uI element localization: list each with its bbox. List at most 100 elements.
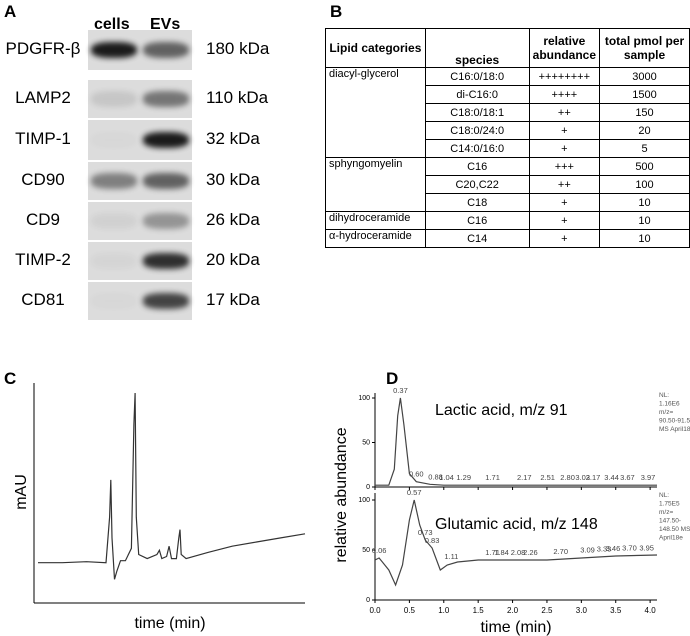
trace-info: m/z=	[659, 409, 673, 416]
protein-label: TIMP-1	[15, 129, 71, 148]
header-cell: relative abundance	[528, 28, 601, 68]
size-label: 30 kDa	[206, 170, 260, 189]
table-cell: 10	[599, 211, 690, 230]
peak-label: 3.17	[586, 473, 601, 482]
table-cell: C18	[424, 193, 530, 212]
table-cell: +	[528, 193, 601, 212]
lipid-table: Lipid categories species relative abundanc…	[325, 28, 690, 248]
blot-strip	[88, 282, 192, 320]
table-cell: +	[528, 211, 601, 230]
peak-label: 1.29	[456, 473, 471, 482]
category-cell: diacyl-glycerol	[325, 67, 426, 158]
table-cell: +	[528, 121, 601, 140]
peak-label: 0.83	[425, 536, 440, 545]
table-cell: ++	[528, 103, 601, 122]
band	[143, 253, 189, 269]
table-cell: +++	[528, 157, 601, 176]
peak-label: 1.71	[485, 548, 500, 557]
blot-strip	[88, 120, 192, 160]
table-cell: 100	[599, 175, 690, 194]
peak-label: 1.04	[439, 473, 454, 482]
table-cell: 20	[599, 121, 690, 140]
band	[91, 253, 137, 268]
peak-label: 0.06	[372, 546, 387, 555]
table-row: di-C16:0 ++++ 1500	[326, 85, 690, 104]
peak-label: 3.44	[604, 473, 619, 482]
protein-label: CD9	[25, 210, 60, 229]
trace-info: NL:	[659, 492, 669, 499]
x-tick-label: 3.0	[576, 606, 588, 615]
x-tick-label: 2.5	[541, 606, 553, 615]
x-tick-label: 3.5	[610, 606, 622, 615]
table-cell: ++	[528, 175, 601, 194]
peak-label: 3.02	[575, 473, 590, 482]
size-label: 32 kDa	[206, 129, 260, 148]
panel-label: D	[386, 369, 398, 388]
category-cell: α-hydroceramide	[325, 229, 426, 248]
band	[143, 213, 189, 229]
size-label: 17 kDa	[206, 290, 260, 309]
band	[91, 173, 137, 189]
table-cell: ++++	[528, 85, 601, 104]
x-tick-label: 1.0	[438, 606, 450, 615]
peak-label: 0.37	[393, 386, 408, 395]
trace-info: 1.16E6	[659, 401, 680, 408]
panel-label: A	[4, 2, 17, 21]
table-cell: 500	[599, 157, 690, 176]
trace-info: 90.50-91.50	[659, 418, 690, 425]
table-cell: di-C16:0	[424, 85, 530, 104]
table-row: C18:0/24:0 +20	[326, 121, 690, 140]
band	[91, 293, 137, 308]
peak-label: 3.70	[622, 544, 637, 553]
table-cell: +	[528, 139, 601, 158]
protein-label: TIMP-2	[15, 250, 71, 269]
size-label: 26 kDa	[206, 210, 260, 229]
category-cell: dihydroceramide	[325, 211, 426, 230]
table-row: α-hydroceramide C14 +10	[325, 229, 690, 248]
table-row: C20,C22 ++ 100	[326, 175, 690, 194]
x-axis-label: time (min)	[480, 619, 551, 636]
band	[143, 91, 189, 107]
column-header: cells	[94, 16, 130, 33]
y-tick-label: 100	[358, 395, 370, 402]
table-cell: C14:0/16:0	[424, 139, 530, 158]
trace-info: 148.50 MS	[659, 526, 690, 533]
y-tick-label: 50	[362, 547, 370, 554]
x-tick-label: 1.5	[473, 606, 485, 615]
trace	[375, 397, 657, 486]
trace-info: NL:	[659, 392, 669, 399]
protein-label: CD90	[21, 170, 65, 189]
table-cell: 150	[599, 103, 690, 122]
blot-strip	[88, 80, 192, 118]
table-cell: C20,C22	[424, 175, 530, 194]
trace-info: m/z=	[659, 509, 673, 516]
table-cell: 5	[599, 139, 690, 158]
y-axis-label: mAU	[13, 474, 30, 510]
table-cell: 10	[599, 193, 690, 212]
peak-label: 0.73	[418, 528, 433, 537]
table-row: diacyl-glycerol C16:0/18:0 ++++++++ 3000	[325, 67, 690, 158]
band	[91, 42, 137, 58]
blot-strip	[88, 162, 192, 200]
y-axis-label: relative abundance	[333, 427, 350, 562]
table-cell: ++++++++	[528, 67, 601, 86]
panel-label: B	[330, 2, 343, 21]
peak-label: 2.70	[553, 547, 568, 556]
protein-label: PDGFR-β	[5, 39, 81, 58]
band	[143, 293, 189, 309]
peak-label: 3.67	[620, 473, 635, 482]
table-cell: C18:0/24:0	[424, 121, 530, 140]
trace-info: 147.50-	[659, 518, 681, 525]
protein-label: LAMP2	[15, 88, 71, 107]
table-row: dihydroceramide C16 +10	[325, 211, 690, 230]
blot-strip	[88, 202, 192, 240]
band	[143, 42, 189, 58]
peak-label: 2.51	[540, 473, 555, 482]
category-cell: sphyngomyelin	[325, 157, 426, 212]
peak-label: 0.60	[409, 470, 424, 479]
peak-label: 3.33	[597, 545, 612, 554]
peak-label: 3.97	[641, 473, 656, 482]
trace-name: Glutamic acid, m/z 148	[435, 516, 598, 533]
size-label: 180 kDa	[206, 39, 270, 58]
